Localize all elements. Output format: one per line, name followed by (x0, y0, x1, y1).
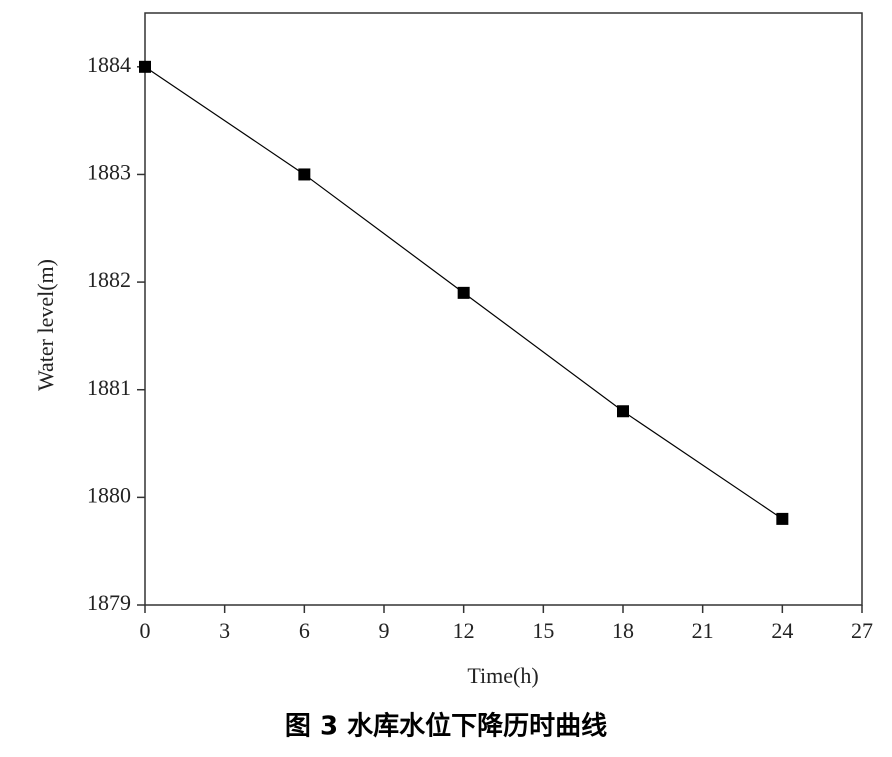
x-tick-label: 6 (299, 618, 310, 643)
y-tick-label: 1883 (87, 160, 131, 185)
x-axis-label: Time(h) (467, 663, 538, 688)
y-tick-label: 1882 (87, 267, 131, 292)
x-tick-label: 27 (851, 618, 873, 643)
y-axis-label: Water level(m) (33, 259, 58, 391)
y-tick-label: 1879 (87, 590, 131, 615)
x-tick-label: 15 (532, 618, 554, 643)
x-tick-label: 18 (612, 618, 634, 643)
x-tick-label: 12 (453, 618, 475, 643)
x-tick-label: 0 (140, 618, 151, 643)
data-point (457, 286, 470, 299)
x-tick-label: 3 (219, 618, 230, 643)
x-tick-label: 24 (771, 618, 793, 643)
x-tick-label: 9 (379, 618, 390, 643)
plot-frame (144, 12, 863, 606)
data-point (139, 60, 151, 73)
y-tick-label: 1881 (87, 375, 131, 400)
y-tick-label: 1880 (87, 482, 131, 507)
y-tick-label: 1884 (87, 52, 131, 77)
x-tick-label: 21 (692, 618, 714, 643)
data-point (776, 512, 789, 525)
data-point (617, 405, 629, 418)
caption: 图 3 水库水位下降历时曲线 (285, 711, 607, 742)
data-point (298, 168, 311, 181)
